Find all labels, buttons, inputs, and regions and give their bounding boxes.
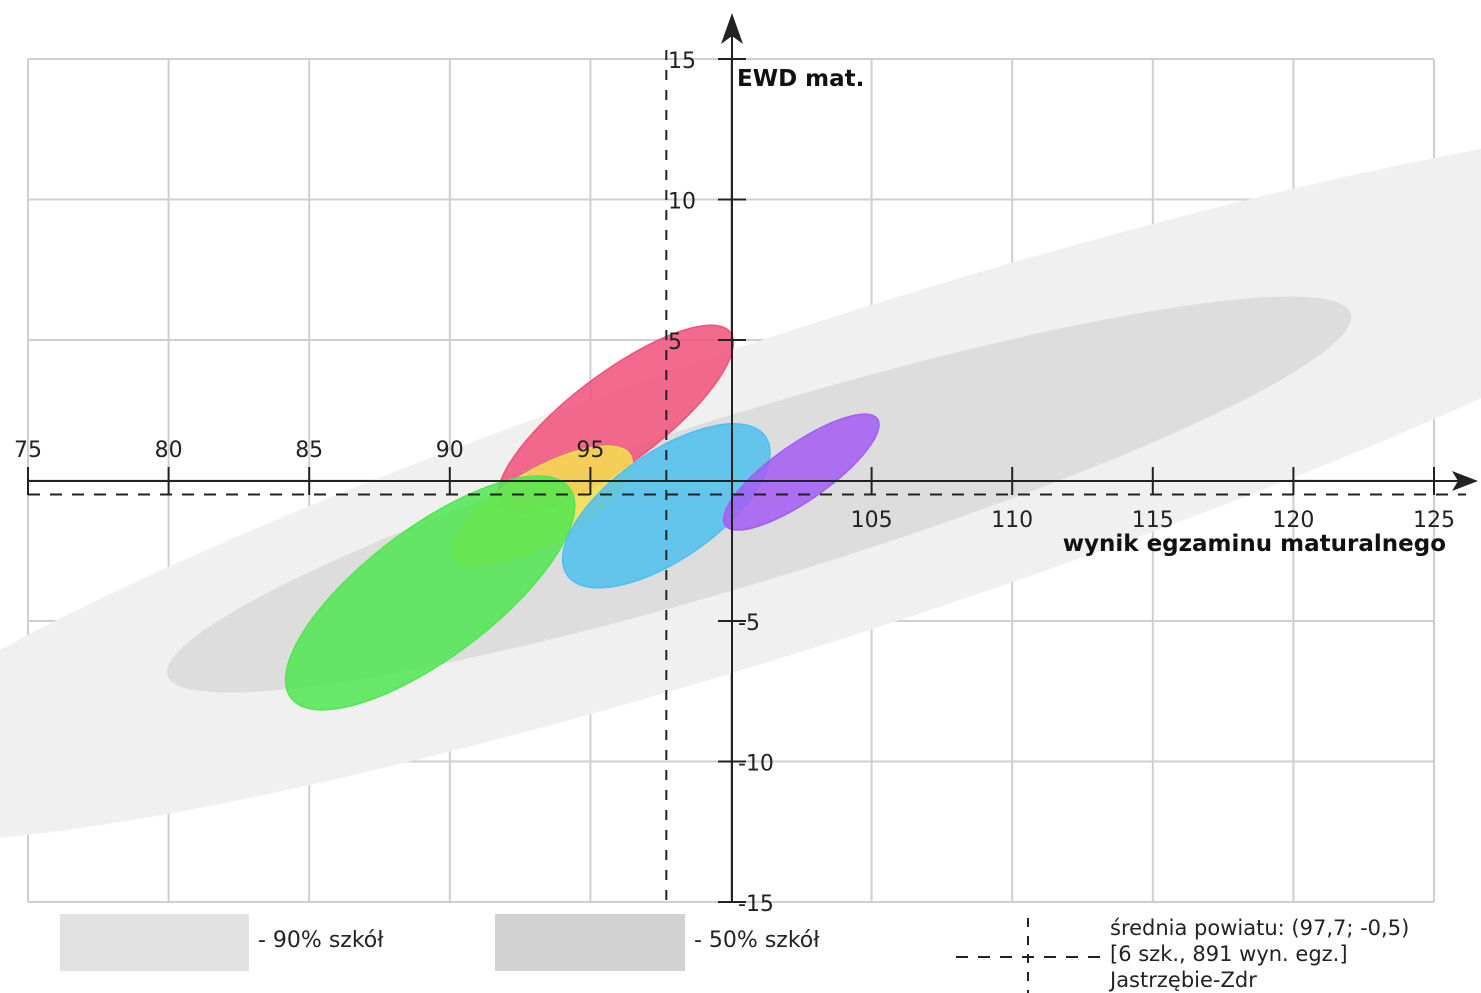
district-mean-lines — [28, 50, 1466, 902]
x-axis-arrow — [1452, 471, 1478, 491]
y-tick-label: 10 — [668, 190, 696, 215]
legend-mean-line1: średnia powiatu: (97,7; -0,5) — [1110, 916, 1410, 940]
x-tick-label: 105 — [851, 508, 893, 533]
school-ellipse — [284, 475, 576, 711]
legend-mean-line2: [6 szk., 891 wyn. egz.] — [1110, 942, 1348, 966]
x-tick-label: 85 — [295, 438, 323, 463]
legend-90-label: - 90% szkół — [258, 928, 384, 953]
x-tick-label: 115 — [1132, 508, 1174, 533]
axes — [27, 13, 1478, 903]
school-ellipse — [561, 423, 771, 589]
x-tick-label: 90 — [436, 438, 464, 463]
school-ellipses — [284, 324, 880, 711]
x-tick-label: 95 — [576, 438, 604, 463]
school-ellipse — [722, 413, 880, 531]
legend-90-swatch — [60, 914, 249, 971]
legend-mean-line3: Jastrzębie-Zdr — [1110, 968, 1257, 992]
legend-mean-marker — [956, 918, 1106, 993]
x-tick-label: 125 — [1413, 508, 1455, 533]
y-tick-label: -10 — [738, 752, 774, 777]
y-tick-label: -15 — [738, 892, 774, 917]
x-tick-label: 80 — [155, 438, 183, 463]
y-axis-title: EWD mat. — [737, 66, 864, 92]
x-tick-label: 120 — [1272, 508, 1314, 533]
y-tick-label: 15 — [668, 49, 696, 74]
x-axis-title: wynik egzaminu maturalnego — [1063, 531, 1446, 557]
y-axis-arrow — [721, 13, 743, 44]
x-tick-label: 75 — [14, 438, 42, 463]
legend-50-swatch — [495, 914, 685, 971]
y-tick-label: 5 — [668, 330, 682, 355]
x-tick-label: 110 — [991, 508, 1033, 533]
legend-50-label: - 50% szkół — [694, 928, 820, 953]
y-tick-label: -5 — [738, 611, 760, 636]
